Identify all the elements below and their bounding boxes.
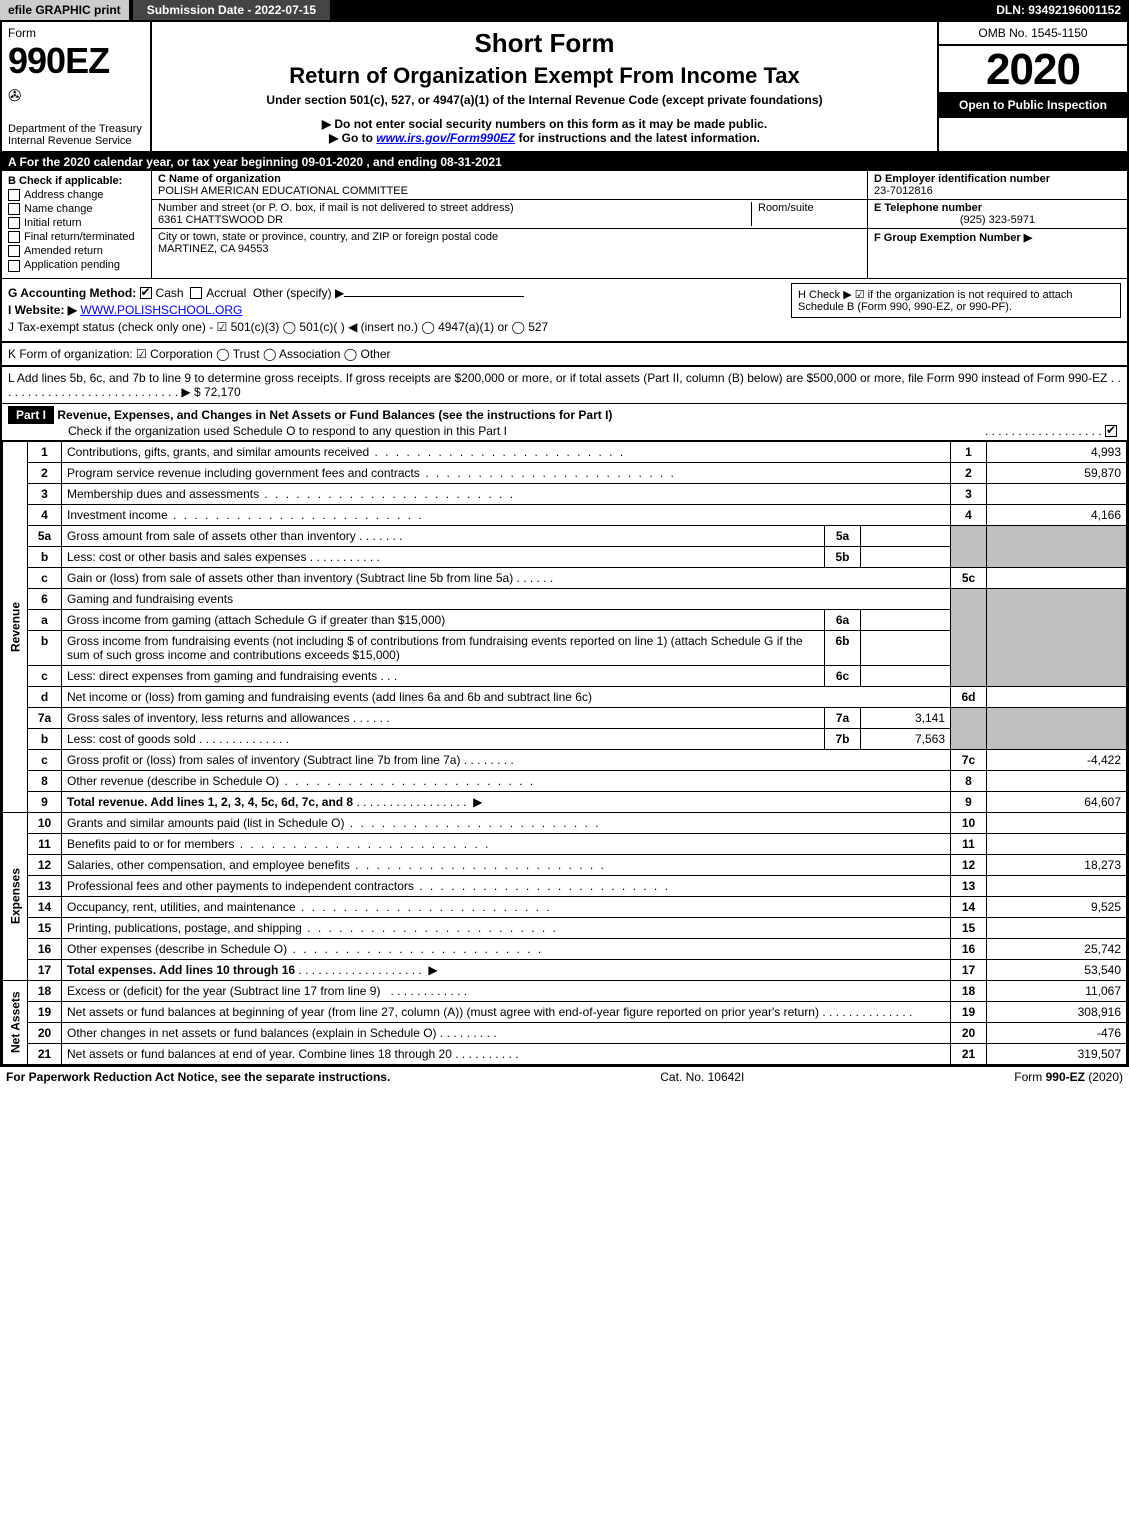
dln-label: DLN: 93492196001152 (988, 0, 1129, 20)
val-11 (987, 833, 1127, 854)
val-6a (861, 609, 951, 630)
c-room-label: Room/suite (758, 202, 814, 214)
val-2: 59,870 (987, 462, 1127, 483)
header-left: Form 990EZ ✇ Department of the Treasury … (2, 22, 152, 151)
part1-header: Part I Revenue, Expenses, and Changes in… (2, 404, 1127, 441)
section-ghij: H Check ▶ ☑ if the organization is not r… (2, 279, 1127, 342)
part1-check-icon[interactable]: . . . . . . . . . . . . . . . . . . (985, 424, 1121, 438)
val-5b (861, 546, 951, 567)
d-ein: 23-7012816 (874, 185, 933, 197)
val-6d (987, 686, 1127, 707)
header-row: Form 990EZ ✇ Department of the Treasury … (2, 22, 1127, 153)
footer-mid: Cat. No. 10642I (660, 1070, 744, 1084)
website-link[interactable]: WWW.POLISHSCHOOL.ORG (80, 303, 242, 317)
f-label: F Group Exemption Number ▶ (874, 232, 1032, 244)
box-b: B Check if applicable: Address change Na… (2, 171, 152, 278)
header-center: Short Form Return of Organization Exempt… (152, 22, 937, 151)
val-13 (987, 875, 1127, 896)
line-k: K Form of organization: ☑ Corporation ◯ … (2, 342, 1127, 366)
open-to-public: Open to Public Inspection (939, 92, 1127, 118)
irs-link[interactable]: www.irs.gov/Form990EZ (376, 131, 515, 145)
top-bar: efile GRAPHIC print Submission Date - 20… (0, 0, 1129, 20)
val-4: 4,166 (987, 504, 1127, 525)
form-outer: Form 990EZ ✇ Department of the Treasury … (0, 20, 1129, 1067)
goto-link-line: ▶ Go to www.irs.gov/Form990EZ for instru… (160, 131, 929, 145)
val-12: 18,273 (987, 854, 1127, 875)
line-l: L Add lines 5b, 6c, and 7b to line 9 to … (2, 366, 1127, 404)
val-8 (987, 770, 1127, 791)
val-18: 11,067 (987, 980, 1127, 1001)
g-accrual-check[interactable] (190, 287, 202, 299)
footer-right: Form 990-EZ (2020) (1014, 1070, 1123, 1084)
footer: For Paperwork Reduction Act Notice, see … (0, 1067, 1129, 1087)
part1-check-note: Check if the organization used Schedule … (68, 424, 507, 438)
subtitle: Under section 501(c), 527, or 4947(a)(1)… (160, 93, 929, 107)
val-17: 53,540 (987, 959, 1127, 980)
val-5a (861, 525, 951, 546)
val-14: 9,525 (987, 896, 1127, 917)
part1-bar: Part I (8, 406, 54, 424)
omb-number: OMB No. 1545-1150 (939, 22, 1127, 46)
tax-year: 2020 (939, 46, 1127, 92)
val-5c (987, 567, 1127, 588)
val-20: -476 (987, 1022, 1127, 1043)
e-phone: (925) 323-5971 (874, 214, 1121, 226)
expenses-vlabel: Expenses (3, 812, 28, 980)
c-city: MARTINEZ, CA 94553 (158, 243, 268, 255)
val-3 (987, 483, 1127, 504)
box-def: D Employer identification number 23-7012… (867, 171, 1127, 278)
d-label: D Employer identification number (874, 173, 1050, 185)
b-opt-address[interactable]: Address change (8, 189, 145, 201)
seal-icon: ✇ (8, 86, 144, 106)
val-19: 308,916 (987, 1001, 1127, 1022)
val-7a: 3,141 (861, 707, 951, 728)
efile-print-button[interactable]: efile GRAPHIC print (0, 0, 129, 20)
b-opt-pending[interactable]: Application pending (8, 259, 145, 271)
b-opt-amended[interactable]: Amended return (8, 245, 145, 257)
ssn-warning: ▶ Do not enter social security numbers o… (160, 117, 929, 131)
part1-title: Revenue, Expenses, and Changes in Net As… (57, 408, 612, 422)
revenue-vlabel: Revenue (3, 441, 28, 812)
val-7b: 7,563 (861, 728, 951, 749)
form-number: 990EZ (8, 40, 144, 82)
short-form-title: Short Form (160, 28, 929, 59)
part1-table: Revenue 1Contributions, gifts, grants, a… (2, 441, 1127, 1065)
val-10 (987, 812, 1127, 833)
box-h: H Check ▶ ☑ if the organization is not r… (791, 283, 1121, 318)
val-6c (861, 665, 951, 686)
val-6b (861, 630, 951, 665)
b-label: B Check if applicable: (8, 175, 122, 187)
dept-treasury: Department of the Treasury Internal Reve… (8, 123, 142, 147)
c-city-label: City or town, state or province, country… (158, 231, 498, 243)
val-16: 25,742 (987, 938, 1127, 959)
return-title: Return of Organization Exempt From Incom… (160, 63, 929, 89)
form-word: Form (8, 26, 144, 40)
val-15 (987, 917, 1127, 938)
header-right: OMB No. 1545-1150 2020 Open to Public In… (937, 22, 1127, 151)
b-opt-initial[interactable]: Initial return (8, 217, 145, 229)
c-name-label: C Name of organization (158, 173, 281, 185)
val-7c: -4,422 (987, 749, 1127, 770)
c-street: 6361 CHATTSWOOD DR (158, 214, 283, 226)
e-label: E Telephone number (874, 202, 982, 214)
val-9: 64,607 (987, 791, 1127, 812)
footer-left: For Paperwork Reduction Act Notice, see … (6, 1070, 390, 1084)
b-opt-final[interactable]: Final return/terminated (8, 231, 145, 243)
val-21: 319,507 (987, 1043, 1127, 1064)
box-c: C Name of organization POLISH AMERICAN E… (152, 171, 867, 278)
g-cash-check[interactable] (140, 287, 152, 299)
c-org-name: POLISH AMERICAN EDUCATIONAL COMMITTEE (158, 185, 408, 197)
b-opt-name[interactable]: Name change (8, 203, 145, 215)
row-a-period: A For the 2020 calendar year, or tax yea… (2, 153, 1127, 171)
val-1: 4,993 (987, 441, 1127, 462)
section-bcdef: B Check if applicable: Address change Na… (2, 171, 1127, 279)
line-j: J Tax-exempt status (check only one) - ☑… (8, 320, 1121, 334)
submission-date-button[interactable]: Submission Date - 2022-07-15 (133, 0, 330, 20)
c-street-label: Number and street (or P. O. box, if mail… (158, 202, 514, 214)
netassets-vlabel: Net Assets (3, 980, 28, 1064)
